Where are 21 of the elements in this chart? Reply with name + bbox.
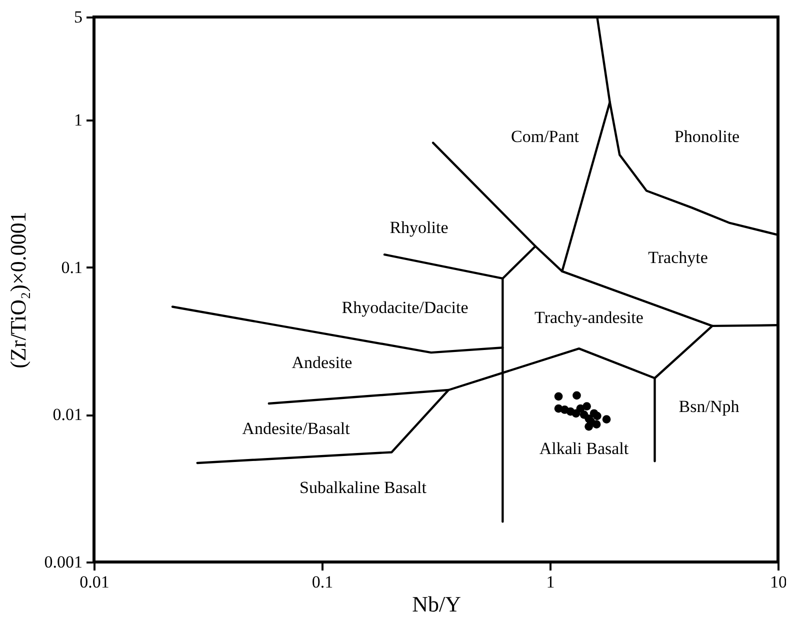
annotation: Bsn/Nph (678, 397, 740, 416)
annotation: Rhyolite (390, 218, 448, 237)
annotation: Trachyte (648, 248, 708, 267)
y-tick-label: 1 (74, 110, 82, 130)
annotation: Trachy-andesite (534, 308, 644, 327)
annotation: Andesite (292, 353, 352, 372)
annotation: Alkali Basalt (539, 439, 629, 458)
annotation: Com/Pant (510, 127, 580, 146)
x-tick-label: 10 (770, 572, 787, 592)
annotation: Subalkaline Basalt (299, 478, 427, 497)
y-tick-label: 0.001 (44, 552, 82, 572)
y-axis-title: (Zr/TiO₂)×0.0001 (5, 212, 30, 368)
x-tick-label: 1 (546, 572, 555, 592)
y-tick-label: 0.01 (52, 405, 82, 424)
x-tick-label: 0.1 (312, 572, 334, 592)
x-axis-title: Nb/Y (412, 592, 462, 616)
annotation: Rhyodacite/Dacite (342, 298, 468, 317)
annotation: Phonolite (674, 127, 740, 146)
y-tick-label: 5 (74, 8, 82, 26)
annotation: Andesite/Basalt (242, 419, 350, 438)
y-tick-label: 0.1 (61, 258, 82, 277)
